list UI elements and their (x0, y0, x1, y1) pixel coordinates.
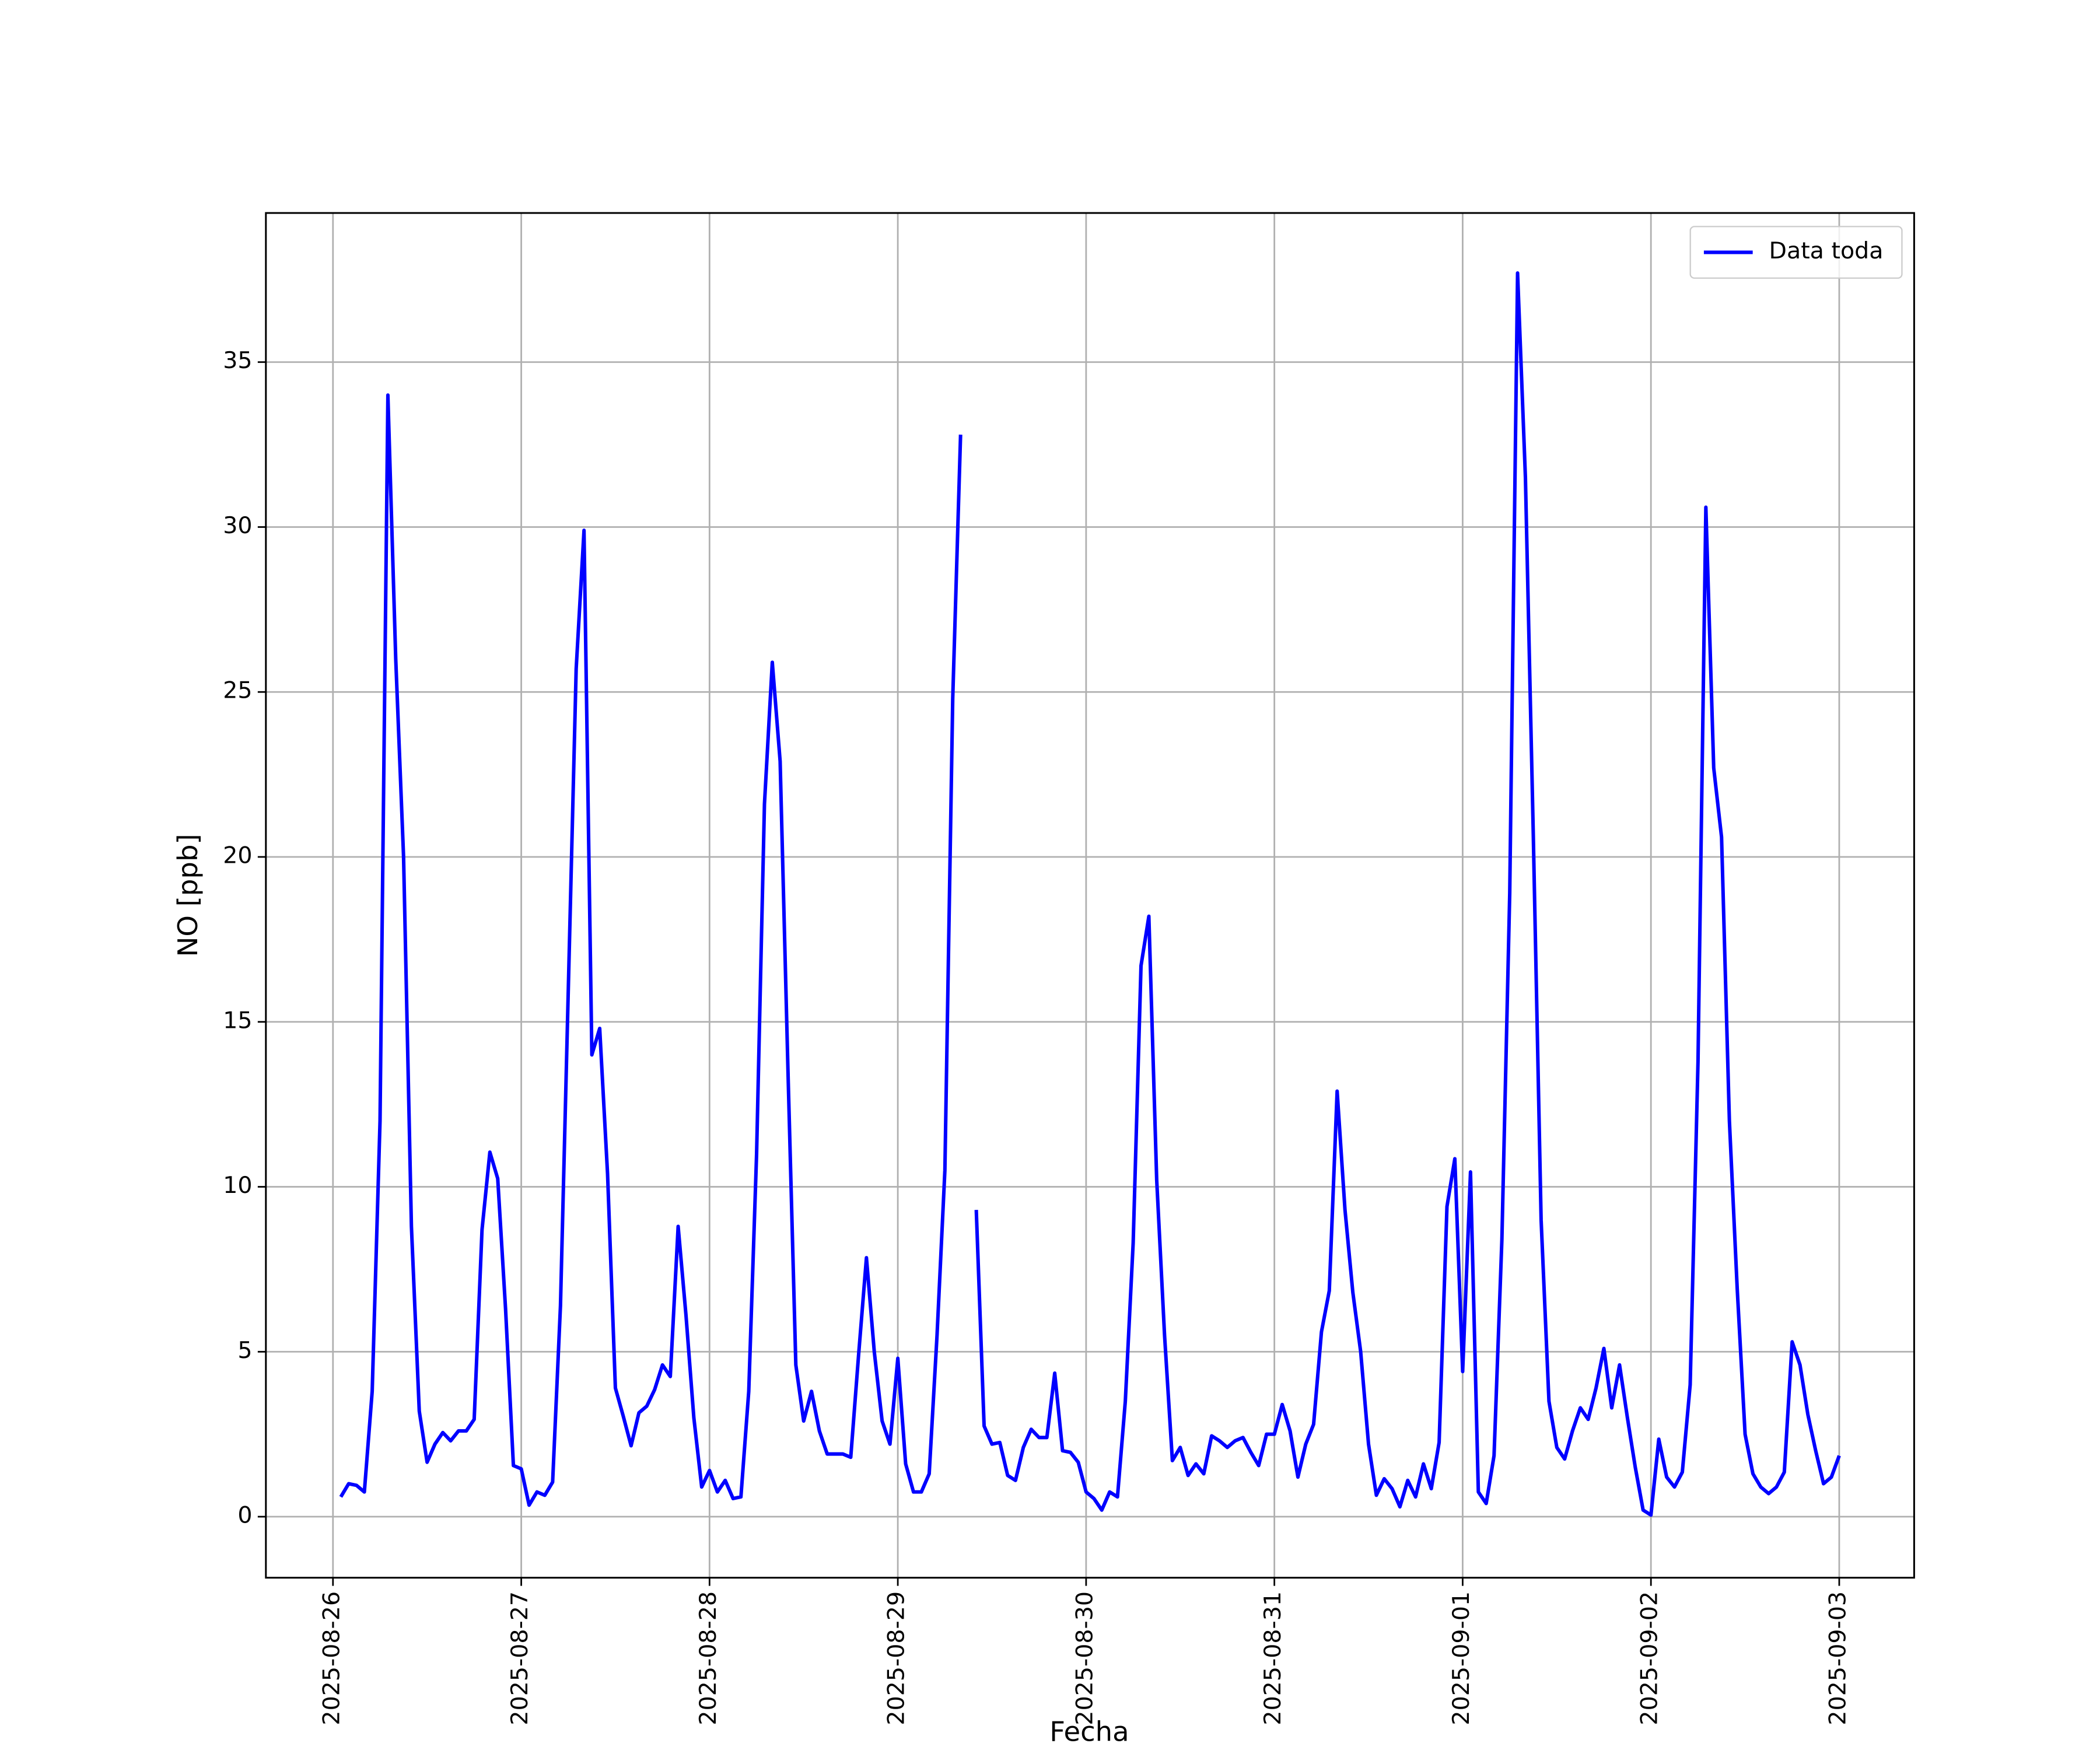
axes-frame (265, 212, 1915, 1579)
legend-label: Data toda (1769, 237, 1884, 264)
x-axis-label: Fecha (1049, 1716, 1129, 1748)
legend: Data toda (1689, 226, 1903, 279)
x-tick-label: 2025-08-26 (318, 1591, 345, 1726)
x-tick-label: 2025-09-02 (1636, 1591, 1663, 1726)
x-tick-label: 2025-09-01 (1448, 1591, 1475, 1726)
x-tick-label: 2025-08-27 (506, 1591, 533, 1726)
x-tick-label: 2025-08-30 (1071, 1591, 1098, 1726)
x-tick-label: 2025-08-29 (883, 1591, 910, 1726)
y-tick-label: 5 (237, 1337, 252, 1364)
grid (265, 213, 1915, 1578)
y-tick-label: 20 (223, 842, 252, 869)
x-tick-label: 2025-08-28 (695, 1591, 722, 1726)
data-line (339, 271, 1841, 1517)
legend-box (1689, 226, 1903, 279)
y-tick-label: 0 (237, 1502, 252, 1529)
y-axis-label: NO [ppb] (172, 834, 204, 957)
y-tick-label: 30 (223, 512, 252, 539)
x-tick-label: 2025-08-31 (1259, 1591, 1286, 1726)
x-tick-label: 2025-09-03 (1824, 1591, 1851, 1726)
y-tick-label: 35 (223, 347, 252, 374)
ticks: 0 5 10 15 20 25 30 35 2025-08-26 2025-08-27 2025-0… (223, 347, 1851, 1725)
plot-area (339, 271, 1841, 1517)
y-tick-label: 25 (223, 677, 252, 704)
y-tick-label: 15 (223, 1007, 252, 1034)
y-tick-label: 10 (223, 1172, 252, 1199)
